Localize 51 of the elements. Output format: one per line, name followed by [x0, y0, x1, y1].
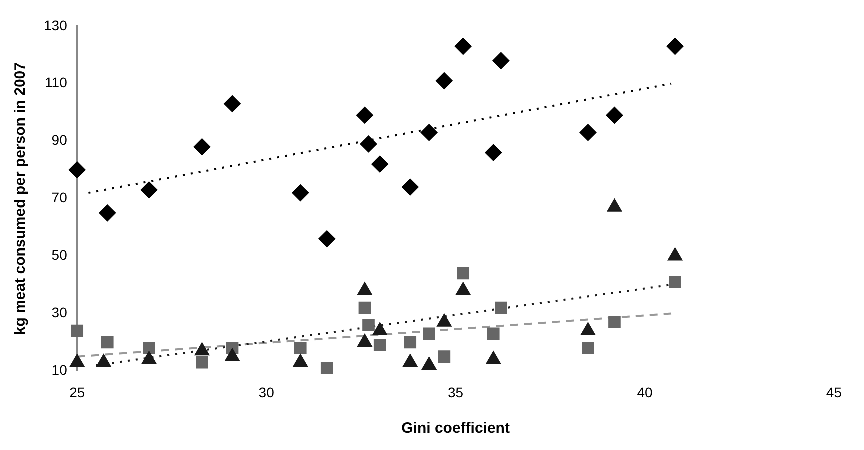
y-tick-label: 110 — [45, 74, 68, 91]
y-tick-label: 30 — [52, 304, 68, 321]
point — [194, 138, 211, 156]
point — [420, 124, 438, 142]
y-tick-label: 10 — [52, 362, 68, 378]
y-axis-title: kg meat consumed per person in 2007 — [12, 62, 30, 336]
point — [362, 319, 375, 332]
point — [99, 204, 116, 222]
point — [608, 316, 621, 329]
point — [140, 182, 158, 199]
point — [358, 302, 372, 314]
point — [71, 324, 84, 338]
y-tick-label: 50 — [52, 247, 68, 264]
point — [454, 38, 472, 56]
x-axis-title: Gini coefficient — [402, 420, 510, 438]
point — [492, 52, 510, 70]
point — [495, 302, 508, 314]
point — [404, 336, 417, 349]
point — [101, 336, 114, 349]
point — [224, 95, 242, 112]
y-tick-label: 70 — [52, 190, 68, 206]
point — [669, 276, 682, 288]
point — [196, 356, 208, 369]
point — [582, 342, 594, 354]
point — [423, 328, 436, 340]
point — [318, 230, 336, 248]
x-tick-label: 45 — [826, 384, 842, 400]
x-tick-label: 25 — [70, 384, 86, 400]
point — [438, 350, 451, 363]
point — [436, 72, 453, 90]
point — [143, 342, 156, 354]
x-tick-label: 35 — [448, 384, 464, 400]
point — [372, 156, 389, 173]
point — [402, 178, 419, 196]
y-tick-label: 130 — [44, 17, 68, 34]
point — [457, 267, 470, 280]
x-tick-label: 30 — [258, 384, 275, 400]
point — [485, 144, 502, 162]
point — [666, 38, 684, 56]
point — [374, 339, 386, 352]
point — [320, 362, 334, 374]
point — [292, 184, 310, 202]
point — [360, 136, 378, 153]
point — [356, 106, 374, 124]
x-tick-label: 40 — [637, 384, 653, 400]
point — [606, 106, 624, 124]
point — [580, 124, 597, 142]
y-tick-label: 90 — [52, 132, 68, 148]
point — [487, 328, 500, 340]
point — [294, 342, 307, 354]
point — [68, 162, 86, 179]
